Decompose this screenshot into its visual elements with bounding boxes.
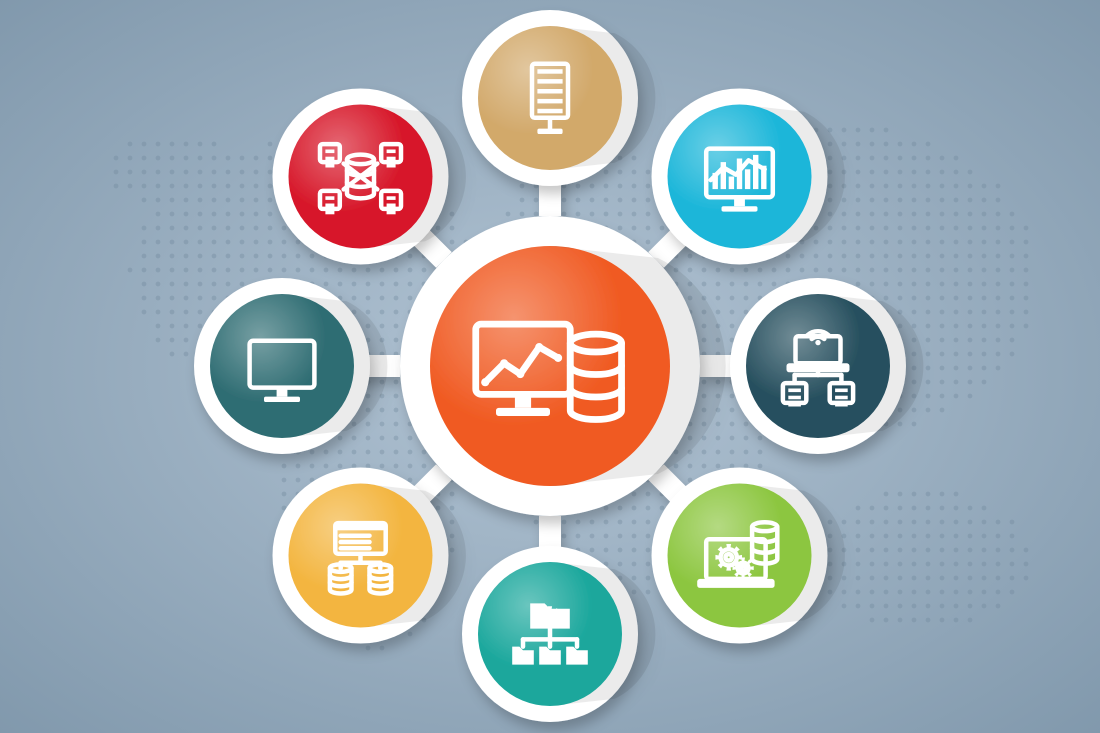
diagram-svg xyxy=(0,0,1100,733)
infographic-stage xyxy=(0,0,1100,733)
